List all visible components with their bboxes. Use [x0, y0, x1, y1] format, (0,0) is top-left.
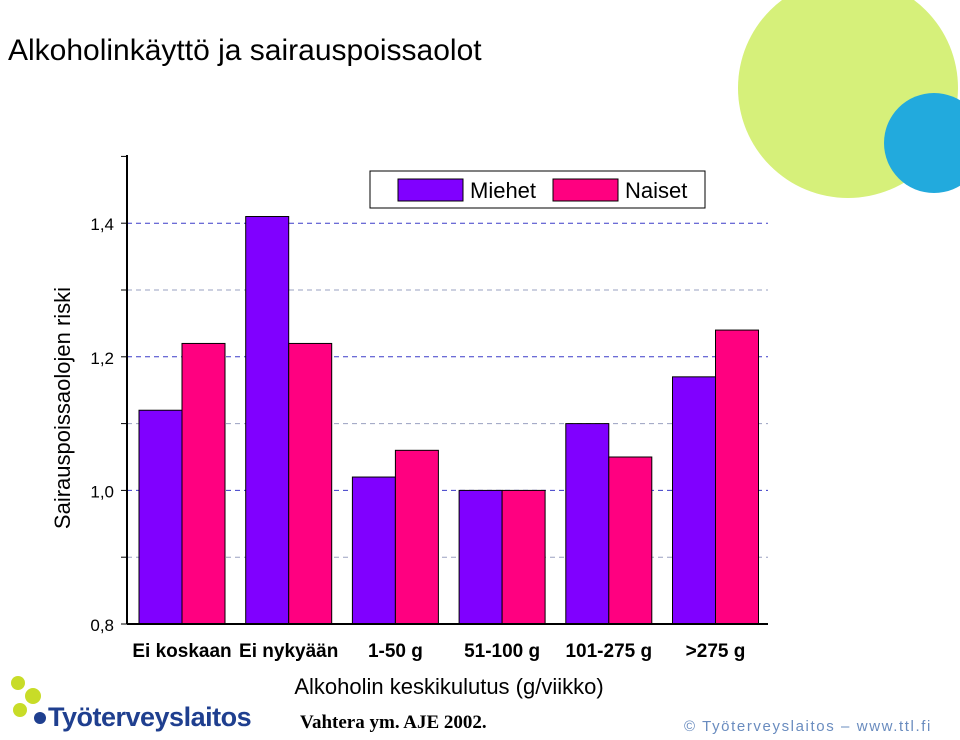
y-tick-label: 1,4 — [90, 215, 114, 234]
y-axis-title: Sairauspoissaolojen riski — [50, 287, 75, 529]
bar-naiset — [394, 449, 439, 625]
bar-naiset — [715, 329, 759, 625]
bar-miehet — [245, 216, 290, 625]
legend-label-miehet: Miehet — [470, 178, 536, 203]
logo-dot — [11, 676, 25, 690]
logo-wordmark: Työterveyslaitos — [48, 702, 252, 732]
decor-blue-circle — [884, 93, 960, 193]
logo-dot — [13, 703, 27, 717]
bar-miehet — [565, 423, 610, 625]
bars — [138, 216, 759, 625]
citation: Vahtera ym. AJE 2002. — [300, 712, 487, 733]
bar-naiset — [608, 456, 653, 625]
x-tick-label: 1-50 g — [368, 641, 423, 662]
x-tick-label: 51-100 g — [464, 641, 540, 662]
bar-naiset — [288, 342, 333, 625]
legend: Miehet Naiset — [369, 170, 706, 209]
logo-mark — [11, 676, 46, 724]
y-tick-label: 0,8 — [90, 616, 114, 635]
bar-miehet — [351, 476, 396, 625]
legend-swatch-miehet — [397, 178, 464, 202]
x-tick-label: >275 g — [686, 641, 746, 662]
x-tick-label: Ei koskaan — [132, 641, 231, 662]
x-tick-label: Ei nykyään — [239, 641, 338, 662]
y-tick-label: 1,2 — [90, 349, 114, 368]
bar-miehet — [138, 409, 183, 625]
bar-miehet — [458, 489, 503, 625]
legend-swatch-naiset — [552, 178, 619, 202]
slide-title: Alkoholinkäyttö ja sairauspoissaolot — [8, 34, 482, 67]
axes: 0,8 1,0 1,2 1,4 Ei koskaan Ei nykyään 1-50 g 51… — [90, 155, 768, 662]
x-axis-title: Alkoholin keskikulutus (g/viikko) — [294, 674, 603, 699]
bar-miehet — [672, 376, 716, 625]
legend-label-naiset: Naiset — [625, 178, 687, 203]
y-tick-label: 1,0 — [90, 482, 114, 501]
gridlines — [127, 222, 768, 558]
logo-dot — [34, 712, 46, 724]
x-tick-label: 101-275 g — [565, 641, 652, 662]
copyright-footer: © Työterveyslaitos – www.ttl.fi — [684, 718, 932, 735]
decorative-circles — [738, 0, 960, 198]
bar-naiset — [501, 489, 546, 625]
bar-naiset — [181, 342, 226, 625]
logo-dot — [25, 688, 41, 704]
